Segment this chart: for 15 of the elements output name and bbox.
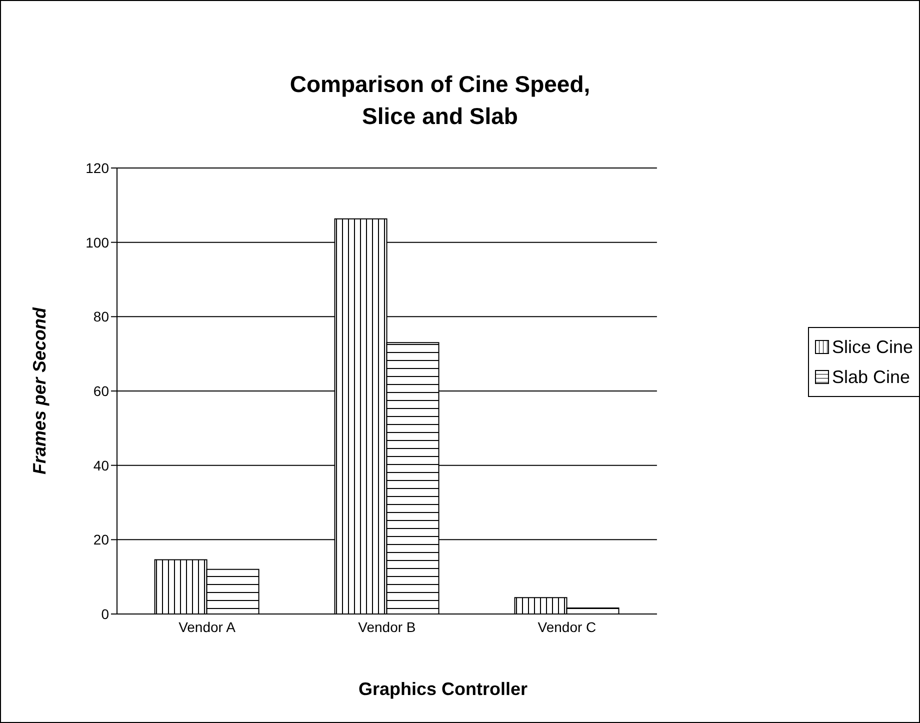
text: Slab Cine (832, 366, 910, 388)
x-tick-label: Vendor A (178, 618, 236, 635)
chart-title: Comparison of Cine Speed, Slice and Slab (288, 70, 592, 131)
y-tick-label: 80 (93, 308, 110, 325)
y-axis-title: Frames per Second (30, 307, 50, 475)
y-tick-label: 20 (93, 532, 110, 548)
x-tick-label: Vendor C (538, 618, 596, 635)
y-tick-label: 0 (101, 606, 110, 622)
y-tick-label: 120 (86, 160, 110, 176)
y-tick-label: 100 (86, 234, 110, 250)
y-tick-label: 60 (93, 382, 110, 399)
x-tick-label: Vendor B (358, 618, 416, 635)
y-tick-label: 40 (93, 457, 110, 474)
x-axis-title: Graphics Controller (357, 679, 529, 700)
text: Slice Cine (832, 336, 913, 358)
